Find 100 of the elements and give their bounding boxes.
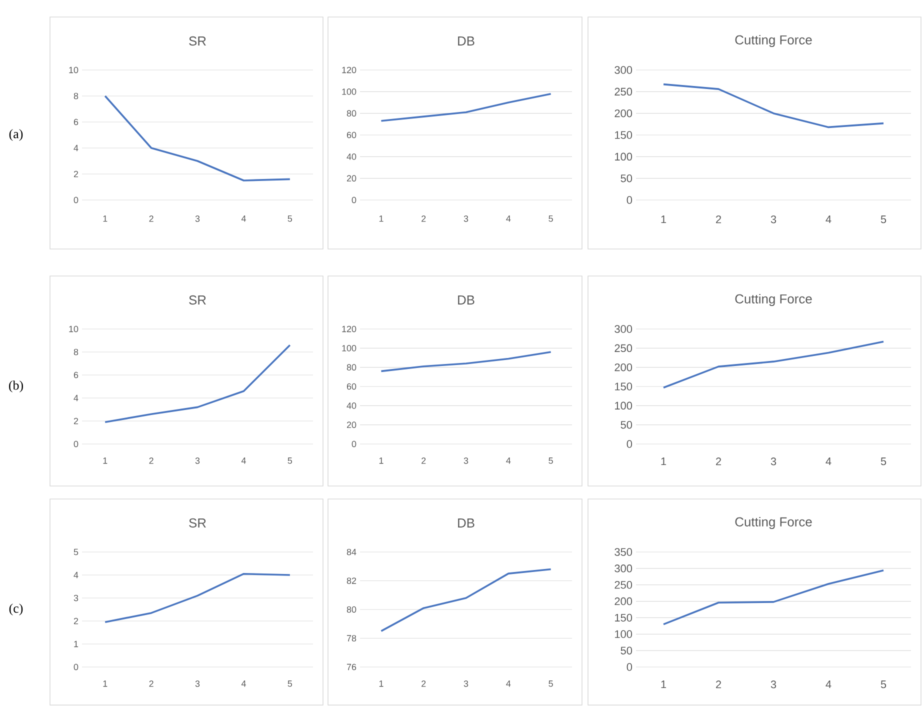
y-tick-label: 150	[615, 382, 632, 390]
y-tick-label: 50	[620, 420, 632, 429]
y-tick-label: 200	[614, 597, 632, 606]
x-tick-label: 2	[422, 680, 426, 687]
x-tick-label: 3	[195, 680, 200, 687]
y-tick-label: 250	[614, 580, 632, 589]
x-tick-label: 5	[880, 680, 886, 688]
y-tick-label: 3	[74, 594, 78, 602]
x-tick-label: 4	[826, 680, 832, 688]
x-tick-label: 4	[241, 216, 246, 222]
y-tick-label: 50	[620, 646, 632, 654]
x-tick-label: 1	[103, 216, 108, 222]
y-tick-label: 0	[626, 440, 632, 448]
x-tick-label: 4	[506, 458, 511, 464]
x-tick-label: 2	[716, 216, 722, 224]
y-tick-label: 10	[69, 66, 78, 74]
x-tick-label: 3	[464, 680, 468, 687]
chart-title: DB	[458, 36, 474, 46]
y-tick-label: 84	[346, 548, 356, 556]
y-tick-label: 250	[614, 344, 632, 352]
y-tick-label: 250	[614, 88, 632, 96]
x-tick-label: 3	[770, 216, 776, 224]
y-tick-label: 4	[74, 572, 78, 578]
x-tick-label: 1	[661, 458, 666, 466]
y-tick-label: 100	[342, 344, 356, 352]
x-tick-label: 3	[195, 458, 200, 464]
x-tick-label: 2	[422, 216, 426, 222]
x-tick-label: 3	[195, 216, 200, 222]
line-series	[104, 344, 291, 424]
line-series	[662, 83, 884, 128]
x-tick-label: 5	[548, 458, 553, 464]
y-tick-label: 1	[74, 640, 78, 648]
y-tick-label: 2	[74, 618, 78, 624]
x-tick-label: 2	[716, 680, 722, 688]
x-tick-label: 2	[716, 458, 722, 466]
y-tick-label: 80	[346, 606, 356, 613]
y-tick-label: 0	[626, 196, 632, 204]
y-tick-label: 100	[615, 630, 632, 638]
chart-title: Cutting Force	[735, 294, 812, 306]
y-tick-label: 80	[346, 110, 356, 117]
line-series	[380, 568, 552, 632]
chart-title: Cutting Force	[735, 516, 812, 530]
text: (b)	[9, 380, 23, 392]
y-tick-label: 0	[352, 196, 356, 204]
line-series	[104, 95, 291, 182]
line-series	[104, 572, 291, 624]
x-tick-label: 4	[241, 680, 246, 687]
chart-title: SR	[189, 36, 206, 46]
y-tick-label: 120	[342, 326, 356, 332]
line-series	[662, 570, 884, 626]
x-tick-label: 2	[149, 216, 154, 222]
y-tick-label: 40	[346, 402, 356, 409]
y-tick-label: 0	[74, 664, 78, 670]
x-tick-label: 2	[149, 680, 154, 687]
x-tick-label: 5	[880, 458, 886, 466]
y-tick-label: 300	[614, 325, 632, 333]
chart-title: DB	[458, 518, 474, 528]
y-tick-label: 120	[342, 66, 356, 74]
text: (a)	[9, 129, 23, 141]
x-tick-label: 1	[379, 216, 384, 222]
x-tick-label: 1	[661, 680, 666, 688]
x-tick-label: 4	[826, 216, 832, 224]
y-tick-label: 2	[74, 418, 78, 424]
y-tick-label: 40	[346, 153, 356, 160]
y-tick-label: 300	[614, 564, 632, 572]
x-tick-label: 1	[103, 458, 108, 464]
x-tick-label: 2	[422, 458, 426, 464]
x-tick-label: 5	[880, 216, 886, 224]
y-tick-label: 78	[346, 635, 356, 642]
y-tick-label: 100	[615, 152, 632, 161]
chart-title: DB	[458, 296, 474, 304]
y-tick-label: 60	[346, 383, 356, 390]
x-tick-label: 3	[464, 216, 468, 222]
x-tick-label: 4	[826, 458, 832, 466]
chart-title: SR	[189, 295, 206, 305]
chart-title: Cutting Force	[735, 34, 812, 48]
line-series	[380, 351, 552, 372]
x-tick-label: 3	[770, 680, 776, 688]
y-tick-label: 150	[615, 131, 632, 139]
y-tick-label: 10	[69, 326, 78, 332]
y-tick-label: 6	[74, 118, 78, 126]
y-tick-label: 0	[74, 196, 78, 204]
y-tick-label: 0	[74, 440, 78, 448]
y-tick-label: 300	[614, 66, 632, 74]
y-tick-label: 2	[74, 170, 78, 178]
y-tick-label: 8	[74, 348, 78, 356]
x-tick-label: 4	[241, 458, 246, 464]
y-tick-label: 100	[342, 88, 356, 95]
y-tick-label: 20	[346, 422, 356, 428]
x-tick-label: 5	[548, 680, 553, 687]
x-tick-label: 4	[506, 680, 511, 687]
y-tick-label: 150	[615, 614, 632, 622]
y-tick-label: 200	[614, 109, 632, 118]
x-tick-label: 5	[288, 458, 292, 464]
y-tick-label: 350	[614, 548, 632, 556]
x-tick-label: 5	[288, 216, 292, 222]
y-tick-label: 5	[74, 548, 78, 556]
y-tick-label: 100	[615, 402, 632, 410]
x-tick-label: 5	[288, 680, 292, 687]
y-tick-label: 4	[74, 144, 78, 152]
